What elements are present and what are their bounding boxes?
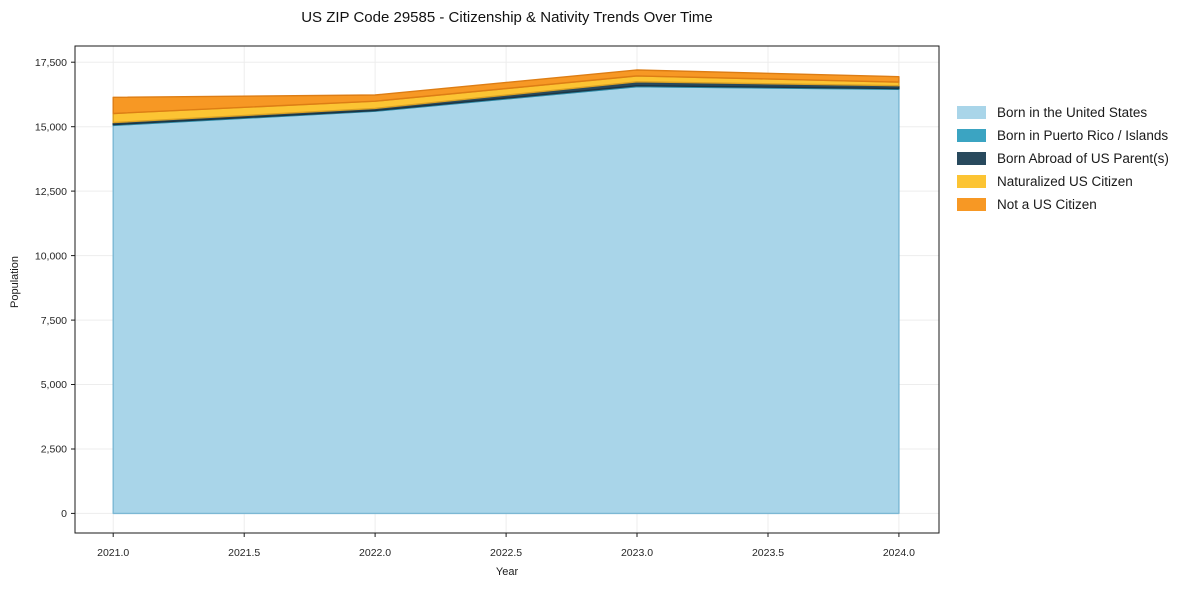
chart-title: US ZIP Code 29585 - Citizenship & Nativi… [301,9,713,26]
legend-item: Naturalized US Citizen [957,170,1169,193]
x-tick-label: 2021.5 [228,547,260,559]
x-axis-label: Year [495,566,519,578]
y-tick-label: 17,500 [35,57,67,69]
legend-swatch-born-abroad [957,152,986,165]
legend-item: Born in Puerto Rico / Islands [957,124,1169,147]
x-tick-label: 2022.0 [359,547,391,559]
y-tick-label: 7,500 [41,315,67,327]
legend-label: Not a US Citizen [997,197,1097,212]
legend: Born in the United States Born in Puerto… [957,101,1169,216]
y-tick-label: 15,000 [35,121,67,133]
legend-label: Born in Puerto Rico / Islands [997,128,1169,143]
y-tick-label: 5,000 [41,379,67,391]
legend-swatch-naturalized [957,175,986,188]
y-tick-label: 10,000 [35,250,67,262]
area-series-born-in-the-united-states [112,85,900,515]
legend-item: Born in the United States [957,101,1169,124]
legend-swatch-not-citizen [957,198,986,211]
x-tick-label: 2022.5 [490,547,522,559]
legend-swatch-born-in-us [957,106,986,119]
x-tick-label: 2024.0 [883,547,915,559]
x-tick-label: 2023.0 [621,547,653,559]
axes-frame [74,45,940,534]
legend-item: Not a US Citizen [957,193,1169,216]
y-tick-label: 2,500 [41,444,67,456]
area-series-not-a-us-citizen [112,69,900,115]
y-tick-label: 0 [61,508,67,520]
legend-item: Born Abroad of US Parent(s) [957,147,1169,170]
legend-label: Naturalized US Citizen [997,174,1133,189]
legend-label: Born Abroad of US Parent(s) [997,151,1169,166]
y-tick-label: 12,500 [35,186,67,198]
legend-label: Born in the United States [997,105,1148,120]
x-tick-label: 2021.0 [97,547,129,559]
x-tick-label: 2023.5 [752,547,784,559]
legend-swatch-born-in-puerto-rico [957,129,986,142]
